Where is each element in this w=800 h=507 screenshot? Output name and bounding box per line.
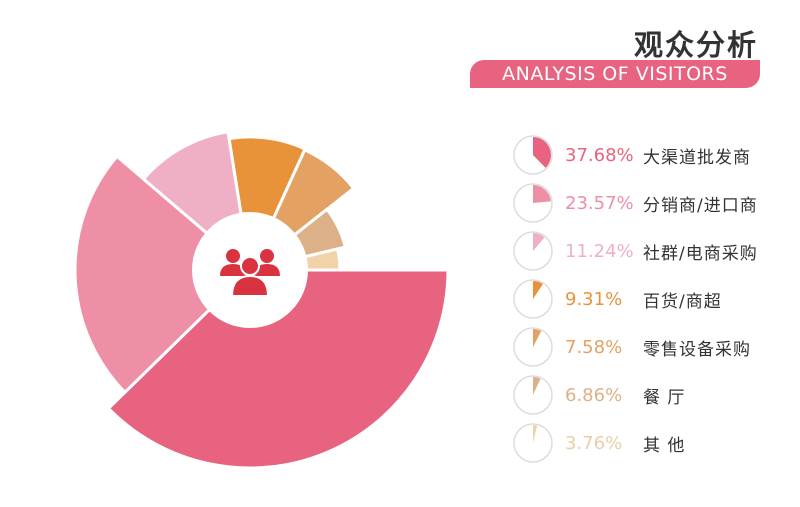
legend-item: 23.57% 分销商/进口商 [512,179,792,227]
legend-label: 社群/电商采购 [643,243,758,264]
legend-pie-icon [513,135,553,175]
legend-pie-icon [513,375,553,415]
legend-pie-icon [513,423,553,463]
legend-label: 分销商/进口商 [643,195,758,216]
legend-item: 37.68% 大渠道批发商 [512,131,792,179]
legend: 37.68% 大渠道批发商 23.57% 分销商/进口商 11.24% 社群/电商采购 9.… [512,131,792,467]
legend-percent: 11.24% [565,240,634,262]
legend-percent: 6.86% [565,384,623,406]
legend-pie-icon [513,327,553,367]
legend-percent: 7.58% [565,336,623,358]
legend-label: 百货/商超 [643,291,722,312]
legend-pie-icon [513,231,553,271]
legend-item: 9.31% 百货/商超 [512,275,792,323]
legend-pie-icon [513,279,553,319]
users-icon [220,249,280,297]
legend-item: 3.76% 其 他 [512,419,792,467]
legend-pie-icon [513,183,553,223]
legend-percent: 37.68% [565,144,634,166]
legend-item: 6.86% 餐 厅 [512,371,792,419]
legend-item: 11.24% 社群/电商采购 [512,227,792,275]
legend-label: 餐 厅 [643,387,686,408]
legend-label: 零售设备采购 [643,339,751,360]
page-subtitle: ANALYSIS OF VISITORS [470,60,760,88]
legend-percent: 23.57% [565,192,634,214]
legend-label: 大渠道批发商 [643,147,751,168]
legend-percent: 9.31% [565,288,623,310]
legend-item: 7.58% 零售设备采购 [512,323,792,371]
page-title: 观众分析 [633,28,758,62]
legend-label: 其 他 [643,435,686,456]
legend-percent: 3.76% [565,432,623,454]
